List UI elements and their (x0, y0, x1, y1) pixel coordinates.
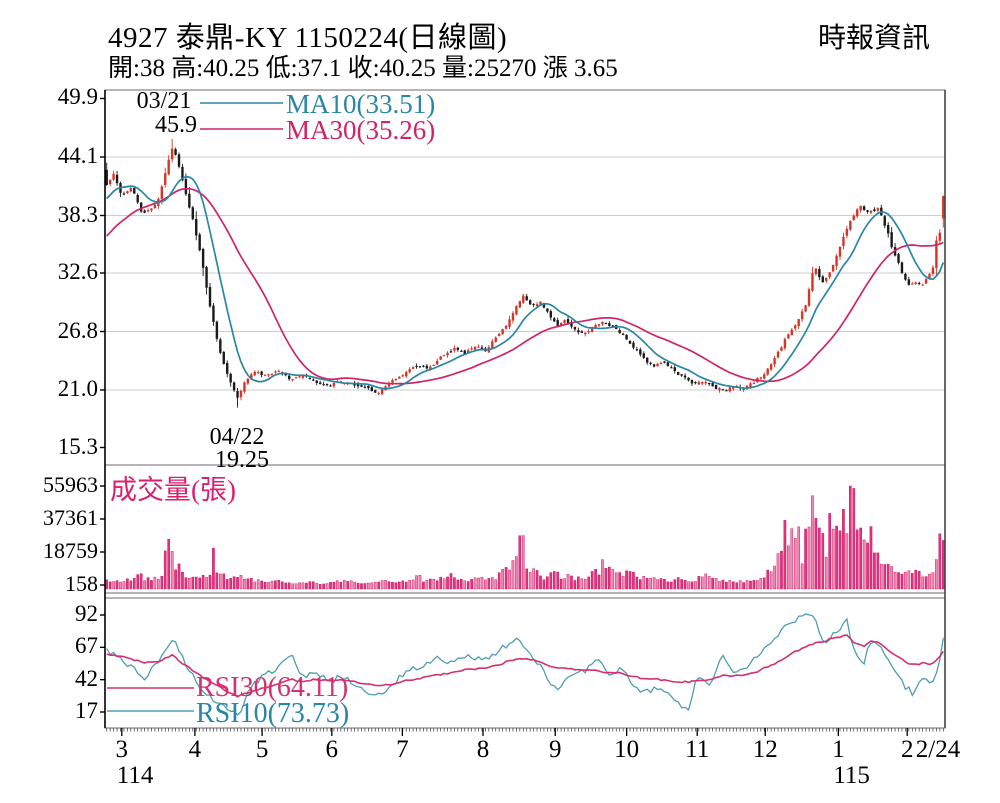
ma-lines (106, 175, 945, 390)
x-axis-month-label: 12 (752, 736, 778, 763)
low-annotation-value: 19.25 (215, 447, 269, 473)
ma30-line (106, 187, 944, 385)
chart-title: 4927 泰鼎-KY 1150224(日線圖) (108, 22, 508, 54)
x-axis-month-label: 8 (476, 736, 490, 763)
rsi-axis-label: 92 (75, 600, 98, 626)
high-annotation-date: 03/21 (136, 88, 192, 114)
rsi30-legend-label: RSI30(64.11) (196, 672, 349, 703)
x-axis-month-label: 2 (900, 736, 914, 763)
volume-axis-label: 37361 (43, 504, 98, 530)
candlesticks (105, 138, 945, 408)
volume-bars (105, 485, 945, 590)
rsi-axis-label: 42 (75, 665, 98, 691)
x-axis-year-label: 114 (116, 762, 154, 789)
pane-borders (104, 89, 946, 729)
high-annotation-value: 45.9 (155, 112, 197, 138)
x-axis-month-label: 1 (832, 736, 845, 763)
x-axis-month-label: 7 (396, 736, 409, 763)
rsi10-legend-label: RSI10(73.73) (196, 698, 350, 729)
data-source-label: 時報資訊 (818, 23, 931, 54)
low-annotation-date: 04/22 (209, 424, 265, 450)
axis-ticks (100, 97, 944, 736)
ma10-legend-label: MA10(33.51) (286, 89, 436, 119)
legend-key-lines (107, 102, 283, 712)
price-axis-label: 15.3 (57, 433, 98, 459)
volume-axis-label: 158 (65, 570, 98, 596)
price-axis-label: 26.8 (57, 317, 98, 343)
ma10-line (106, 175, 945, 390)
x-axis-year-label: 115 (833, 762, 870, 789)
x-axis-month-label: 6 (325, 736, 339, 763)
rsi-axis-label: 17 (75, 697, 98, 723)
x-axis-month-label: 4 (188, 736, 202, 763)
x-axis-end-date-label: 2/24 (915, 736, 961, 763)
volume-axis-label: 55963 (43, 471, 98, 497)
x-axis-month-label: 11 (685, 736, 710, 763)
quote-summary: 開:38 高:40.25 低:37.1 收:40.25 量:25270 漲 3.… (108, 55, 618, 82)
price-axis-label: 44.1 (57, 142, 98, 168)
volume-pane-label: 成交量(張) (110, 475, 236, 505)
x-axis-month-label: 5 (255, 736, 269, 763)
ma30-legend-label: MA30(35.26) (286, 115, 436, 145)
rsi-axis-label: 67 (75, 633, 98, 659)
rsi-lines (106, 613, 944, 716)
x-axis-month-label: 10 (614, 736, 640, 763)
price-axis-label: 32.6 (57, 258, 98, 284)
x-axis-month-label: 9 (548, 736, 562, 763)
price-axis-label: 49.9 (57, 84, 98, 110)
rsi10-line (106, 613, 944, 716)
price-axis-label: 21.0 (57, 375, 98, 401)
volume-axis-label: 18759 (43, 537, 98, 563)
x-axis-month-label: 3 (115, 736, 129, 763)
price-axis-label: 38.3 (57, 201, 98, 227)
rsi30-line (106, 634, 944, 698)
